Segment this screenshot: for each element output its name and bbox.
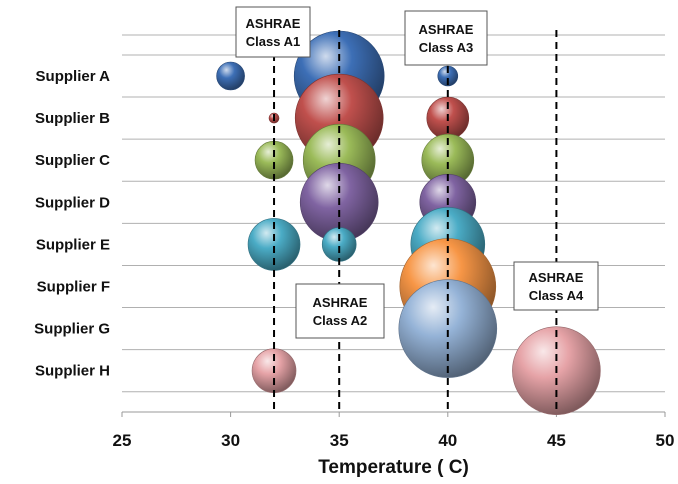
annotation-box: [235, 6, 311, 58]
x-axis: 25 30 35 40 45 50: [113, 412, 675, 450]
threshold-annotation: ASHRAE Class A4: [513, 261, 599, 311]
category-label: Supplier A: [36, 68, 111, 85]
bubble-supplier-a: [216, 61, 245, 91]
category-label: Supplier D: [35, 194, 110, 211]
annotation-line-1: ASHRAE: [419, 22, 474, 37]
category-label: Supplier C: [35, 152, 110, 169]
threshold-lines: [273, 30, 558, 412]
threshold-annotation: ASHRAE Class A1: [235, 6, 311, 58]
threshold-annotation: ASHRAE Class A3: [404, 10, 488, 66]
category-label: Supplier F: [37, 279, 110, 296]
category-labels: Supplier A Supplier B Supplier C Supplier D…: [34, 68, 110, 380]
x-tick-label: 45: [547, 431, 566, 450]
annotation-line-2: Class A1: [246, 34, 300, 49]
x-axis-title: Temperature ( C): [318, 457, 469, 478]
annotation-line-1: ASHRAE: [313, 295, 368, 310]
bubble-supplier-e: [321, 227, 357, 262]
threshold-annotation: ASHRAE Class A2: [295, 283, 385, 339]
category-label: Supplier E: [36, 236, 110, 253]
annotation-line-2: Class A2: [313, 313, 367, 328]
bubble-supplier-c: [254, 140, 294, 180]
annotation-box: [295, 283, 385, 339]
annotation-line-2: Class A3: [419, 40, 473, 55]
annotation-line-2: Class A4: [529, 288, 584, 303]
x-tick-label: 30: [221, 431, 240, 450]
threshold-annotations: ASHRAE Class A1 ASHRAE Class A2 ASHRAE Class …: [235, 6, 599, 339]
annotation-line-1: ASHRAE: [529, 270, 584, 285]
bubble-supplier-g: [398, 279, 498, 378]
category-label: Supplier G: [34, 321, 110, 338]
x-tick-label: 50: [656, 431, 675, 450]
x-tick-label: 35: [330, 431, 349, 450]
category-label: Supplier B: [35, 110, 110, 127]
x-tick-label: 25: [113, 431, 132, 450]
annotation-line-1: ASHRAE: [246, 16, 301, 31]
annotation-box: [404, 10, 488, 66]
x-tick-label: 40: [438, 431, 457, 450]
annotation-box: [513, 261, 599, 311]
category-label: Supplier H: [35, 363, 110, 380]
